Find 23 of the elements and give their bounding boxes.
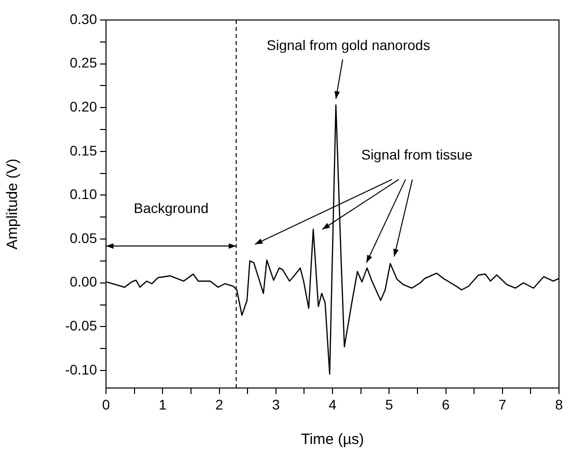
annotation: Signal from tissue <box>361 146 473 163</box>
x-tick-label: 3 <box>272 396 280 412</box>
y-tick-label: 0.15 <box>70 142 98 158</box>
x-tick-label: 4 <box>328 396 337 412</box>
y-tick-label: 0.20 <box>70 98 98 114</box>
x-tick-label: 7 <box>498 396 506 412</box>
y-axis-title: Amplitude (V) <box>4 158 22 250</box>
x-tick-label: 6 <box>442 396 450 412</box>
annotation: Background <box>134 200 208 216</box>
y-tick-label: -0.05 <box>65 318 98 334</box>
annotation: Signal from gold nanorods <box>266 37 430 54</box>
x-tick-label: 2 <box>215 396 224 412</box>
y-tick-label: 0.10 <box>70 186 98 202</box>
y-tick-label: 0.05 <box>70 230 98 246</box>
x-tick-label: 5 <box>385 396 394 412</box>
x-tick-label: 0 <box>102 396 110 412</box>
x-tick-label: 8 <box>555 396 564 412</box>
x-tick-label: 1 <box>158 396 167 412</box>
x-axis-title: Time (µs) <box>300 431 364 448</box>
y-tick-label: 0.30 <box>70 10 98 27</box>
y-tick-label: -0.10 <box>65 361 98 378</box>
y-tick-label: 0.25 <box>70 54 98 71</box>
y-tick-label: 0.00 <box>70 274 98 290</box>
